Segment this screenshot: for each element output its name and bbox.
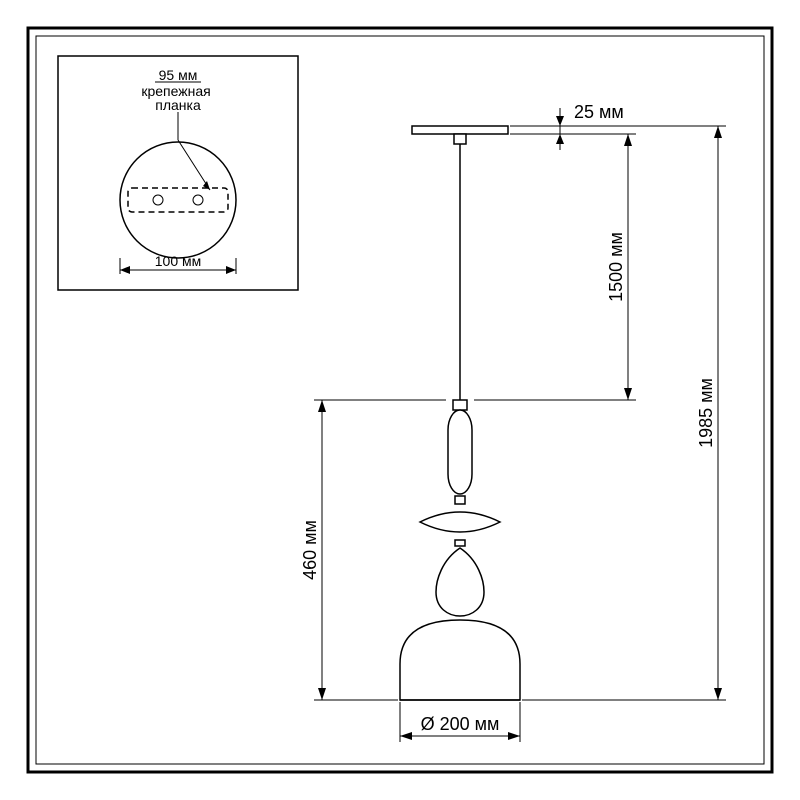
total-height-label: 1985 мм [696, 378, 716, 448]
technical-drawing: 95 мм крепежная планка 100 мм [0, 0, 800, 800]
dim-total-height: 1985 мм [510, 126, 726, 700]
cable-length-label: 1500 мм [606, 232, 626, 302]
dim-shade-diameter: Ø 200 мм [400, 702, 520, 742]
canopy-height-label: 25 мм [574, 102, 624, 122]
inset-bracket-width-label: 95 мм [159, 67, 198, 83]
body-height-label: 460 мм [300, 520, 320, 580]
inset-base-diameter-label: 100 мм [155, 253, 202, 269]
inset-bracket-caption: крепежная планка [141, 83, 214, 113]
shade-diameter-label: Ø 200 мм [421, 714, 500, 734]
pendant-lamp [400, 126, 520, 700]
dim-cable-length: 1500 мм [474, 134, 636, 400]
inset-panel: 95 мм крепежная планка 100 мм [58, 56, 298, 290]
